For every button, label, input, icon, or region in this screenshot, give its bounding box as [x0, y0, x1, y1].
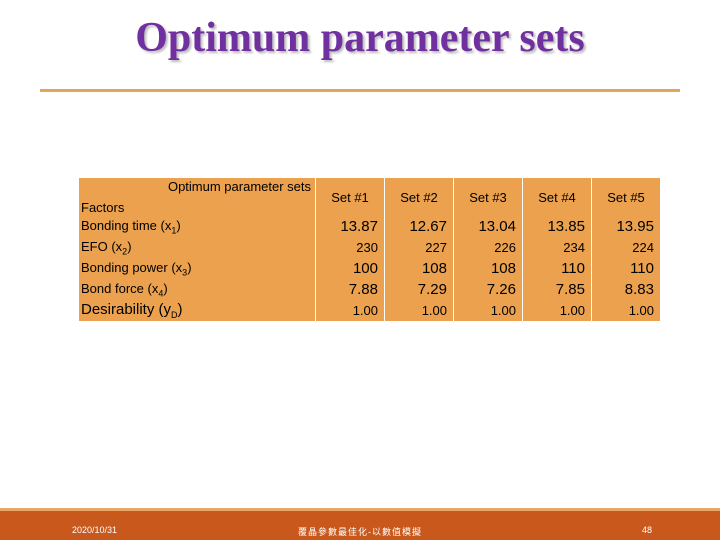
- label-text: Bonding time (x: [81, 217, 172, 233]
- value-cell: 1.00: [315, 300, 385, 321]
- value-cell: 1.00: [384, 300, 454, 321]
- label-subscript: 4: [158, 288, 164, 299]
- footer-text: 覆晶參數最佳化-以數值模擬: [298, 527, 422, 537]
- value-cell: 227: [384, 237, 454, 258]
- value-cell: 7.26: [453, 279, 523, 300]
- label-subscript: 2: [122, 246, 128, 257]
- value-cell: 230: [315, 237, 385, 258]
- value-cell: 234: [522, 237, 592, 258]
- value-cell: 100: [315, 258, 385, 279]
- label-end: ): [187, 259, 192, 275]
- label-end: ): [176, 217, 181, 233]
- label-text: Bond force (x: [81, 280, 159, 296]
- label-text: EFO (x: [81, 238, 123, 254]
- footer-date: 2020/10/31: [72, 525, 118, 535]
- header-row: Optimum parameter sets Factors Set #1 Set #…: [78, 178, 661, 216]
- footer-bar: 2020/10/31 覆晶參數最佳化-以數值模擬 48: [0, 508, 720, 540]
- value-cell: 7.88: [315, 279, 385, 300]
- value-cell: 13.04: [453, 216, 523, 237]
- value-cell: 110: [522, 258, 592, 279]
- table-row: Bonding power (x3) 100 108 108 110 110: [78, 258, 661, 279]
- label-text: Bonding power (x: [81, 259, 183, 275]
- label-subscript: D: [171, 310, 178, 320]
- page-number: 48: [641, 525, 652, 535]
- column-header: Set #5: [591, 178, 661, 216]
- value-cell: 13.87: [315, 216, 385, 237]
- corner-bottom: Factors: [81, 200, 125, 215]
- value-cell: 13.85: [522, 216, 592, 237]
- column-header: Set #2: [384, 178, 454, 216]
- value-cell: 8.83: [591, 279, 661, 300]
- value-cell: 224: [591, 237, 661, 258]
- value-cell: 1.00: [522, 300, 592, 321]
- row-label: Bonding time (x1): [78, 216, 316, 237]
- row-label: Desirability (yD): [78, 300, 316, 321]
- label-end: ): [127, 238, 132, 254]
- value-cell: 13.95: [591, 216, 661, 237]
- column-header: Set #1: [315, 178, 385, 216]
- value-cell: 1.00: [453, 300, 523, 321]
- label-subscript: 1: [171, 225, 177, 236]
- value-cell: 7.85: [522, 279, 592, 300]
- value-cell: 1.00: [591, 300, 661, 321]
- value-cell: 226: [453, 237, 523, 258]
- parameter-table: Optimum parameter sets Factors Set #1 Set #…: [78, 178, 661, 321]
- label-text: Desirability (y: [81, 301, 172, 318]
- label-subscript: 3: [182, 267, 188, 278]
- table-row: EFO (x2) 230 227 226 234 224: [78, 237, 661, 258]
- corner-top: Optimum parameter sets: [167, 179, 311, 194]
- label-end: ): [177, 301, 183, 318]
- label-end: ): [163, 280, 168, 296]
- value-cell: 110: [591, 258, 661, 279]
- title-rule: [40, 89, 680, 92]
- value-cell: 12.67: [384, 216, 454, 237]
- row-label: Bonding power (x3): [78, 258, 316, 279]
- row-label: Bond force (x4): [78, 279, 316, 300]
- table-row: Desirability (yD) 1.00 1.00 1.00 1.00 1.00: [78, 300, 661, 321]
- table-row: Bonding time (x1) 13.87 12.67 13.04 13.85 13.…: [78, 216, 661, 237]
- row-label: EFO (x2): [78, 237, 316, 258]
- column-header: Set #4: [522, 178, 592, 216]
- value-cell: 108: [384, 258, 454, 279]
- corner-cell: Optimum parameter sets Factors: [78, 178, 316, 216]
- value-cell: 108: [453, 258, 523, 279]
- slide-title: Optimum parameter sets: [135, 15, 585, 61]
- column-header: Set #3: [453, 178, 523, 216]
- table-row: Bond force (x4) 7.88 7.29 7.26 7.85 8.83: [78, 279, 661, 300]
- value-cell: 7.29: [384, 279, 454, 300]
